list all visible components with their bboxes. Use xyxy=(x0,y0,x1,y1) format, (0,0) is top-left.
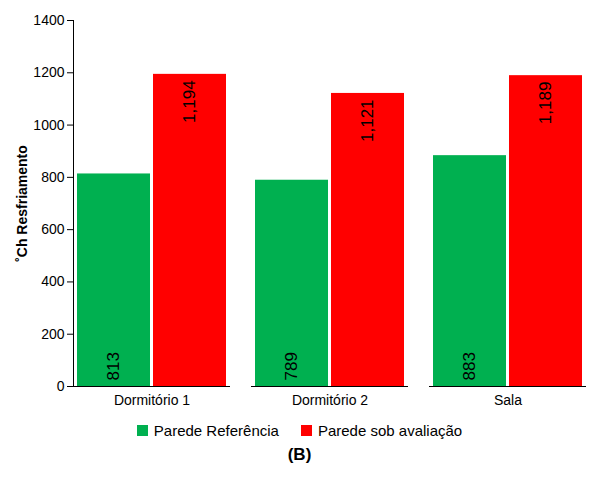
html-text:Parede sob avaliação: Parede sob avaliação xyxy=(317,422,463,439)
svg-text:200: 200 xyxy=(41,326,65,342)
svg-text:1200: 1200 xyxy=(33,64,64,80)
svg-text:Dormitório 2: Dormitório 2 xyxy=(292,392,368,408)
svg-text:1,189: 1,189 xyxy=(536,82,555,125)
html-text:(B): (B) xyxy=(287,445,312,464)
svg-text:Sala: Sala xyxy=(494,392,522,408)
svg-text:400: 400 xyxy=(41,273,65,289)
svg-text:800: 800 xyxy=(41,169,65,185)
svg-text:1,194: 1,194 xyxy=(180,80,199,123)
svg-text:600: 600 xyxy=(41,221,65,237)
html-text:Parede Referência: Parede Referência xyxy=(153,422,279,439)
svg-text:Dormitório 1: Dormitório 1 xyxy=(114,392,190,408)
svg-text:813: 813 xyxy=(104,352,123,380)
svg-text:789: 789 xyxy=(282,352,301,380)
svg-text:883: 883 xyxy=(460,352,479,380)
svg-text:˚Ch Resfriamento: ˚Ch Resfriamento xyxy=(14,145,30,262)
svg-text:1,121: 1,121 xyxy=(358,99,377,142)
svg-text:1000: 1000 xyxy=(33,117,64,133)
svg-text:0: 0 xyxy=(57,378,65,394)
svg-text:1400: 1400 xyxy=(33,12,64,28)
